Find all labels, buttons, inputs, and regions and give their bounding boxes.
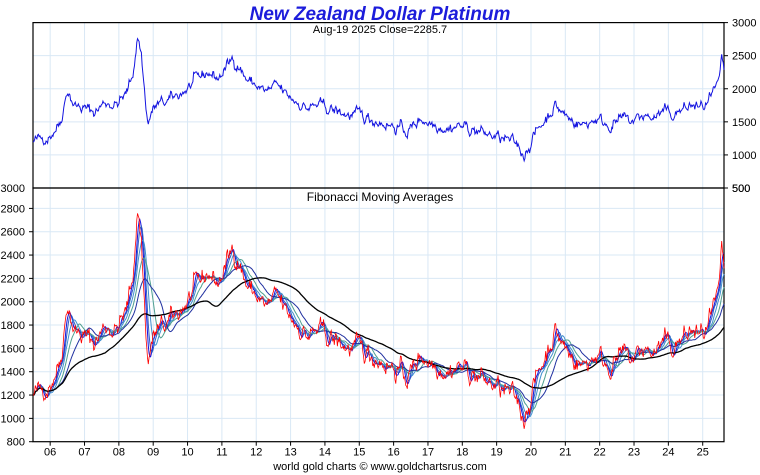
svg-text:07: 07	[78, 447, 90, 459]
svg-text:23: 23	[628, 447, 640, 459]
svg-text:2000: 2000	[1, 297, 25, 309]
svg-text:14: 14	[319, 447, 331, 459]
svg-text:1600: 1600	[1, 343, 25, 355]
svg-text:18: 18	[456, 447, 468, 459]
svg-text:1000: 1000	[1, 413, 25, 425]
svg-text:2200: 2200	[1, 273, 25, 285]
svg-text:2400: 2400	[1, 250, 25, 262]
svg-text:24: 24	[662, 447, 674, 459]
svg-text:2800: 2800	[1, 203, 25, 215]
svg-text:17: 17	[422, 447, 434, 459]
svg-text:10: 10	[181, 447, 193, 459]
svg-text:08: 08	[113, 447, 125, 459]
svg-text:1400: 1400	[1, 367, 25, 379]
svg-text:09: 09	[147, 447, 159, 459]
svg-text:11: 11	[216, 447, 227, 459]
svg-text:1800: 1800	[1, 320, 25, 332]
svg-text:800: 800	[7, 437, 25, 449]
svg-text:1200: 1200	[1, 390, 25, 402]
svg-text:20: 20	[525, 447, 537, 459]
svg-text:06: 06	[44, 447, 56, 459]
svg-text:25: 25	[697, 447, 709, 459]
svg-text:2000: 2000	[732, 84, 756, 96]
svg-text:1000: 1000	[732, 150, 756, 162]
svg-text:15: 15	[353, 447, 365, 459]
svg-text:21: 21	[559, 447, 571, 459]
svg-text:13: 13	[284, 447, 296, 459]
svg-text:12: 12	[250, 447, 262, 459]
svg-text:19: 19	[491, 447, 503, 459]
svg-text:2600: 2600	[1, 227, 25, 239]
svg-text:1500: 1500	[732, 117, 756, 129]
svg-text:22: 22	[594, 447, 606, 459]
svg-text:16: 16	[387, 447, 399, 459]
svg-text:2500: 2500	[732, 51, 756, 63]
